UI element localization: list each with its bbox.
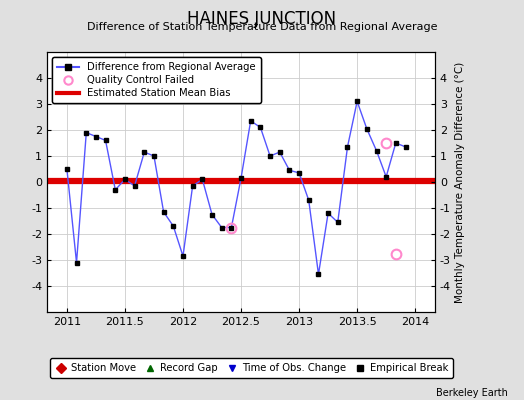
Difference from Regional Average [122, 177, 128, 182]
Difference from Regional Average [286, 168, 292, 173]
Difference from Regional Average [228, 225, 235, 230]
Difference from Regional Average [132, 184, 138, 188]
Line: Difference from Regional Average: Difference from Regional Average [65, 99, 408, 276]
Difference from Regional Average [141, 150, 147, 154]
Difference from Regional Average [209, 212, 215, 217]
Difference from Regional Average [335, 220, 341, 225]
Difference from Regional Average [64, 166, 70, 171]
Text: Berkeley Earth: Berkeley Earth [436, 388, 508, 398]
Legend: Station Move, Record Gap, Time of Obs. Change, Empirical Break: Station Move, Record Gap, Time of Obs. C… [50, 358, 453, 378]
Difference from Regional Average [364, 126, 370, 131]
Difference from Regional Average [354, 99, 361, 104]
Difference from Regional Average [247, 118, 254, 123]
Quality Control Failed [228, 225, 235, 230]
Line: Quality Control Failed: Quality Control Failed [226, 138, 401, 258]
Difference from Regional Average [160, 210, 167, 214]
Difference from Regional Average [296, 170, 302, 175]
Y-axis label: Monthly Temperature Anomaly Difference (°C): Monthly Temperature Anomaly Difference (… [455, 61, 465, 303]
Quality Control Failed [383, 141, 389, 146]
Difference from Regional Average [392, 141, 399, 146]
Legend: Difference from Regional Average, Quality Control Failed, Estimated Station Mean: Difference from Regional Average, Qualit… [52, 57, 261, 103]
Text: HAINES JUNCTION: HAINES JUNCTION [188, 10, 336, 28]
Difference from Regional Average [180, 254, 186, 258]
Difference from Regional Average [199, 177, 205, 182]
Difference from Regional Average [383, 174, 389, 179]
Difference from Regional Average [102, 138, 108, 143]
Difference from Regional Average [219, 225, 225, 230]
Difference from Regional Average [238, 176, 244, 180]
Difference from Regional Average [73, 260, 80, 265]
Difference from Regional Average [402, 144, 409, 149]
Difference from Regional Average [277, 150, 283, 154]
Quality Control Failed [392, 251, 399, 256]
Difference from Regional Average [112, 187, 118, 192]
Difference from Regional Average [315, 272, 322, 277]
Difference from Regional Average [83, 130, 90, 135]
Difference from Regional Average [190, 184, 196, 188]
Difference from Regional Average [344, 144, 351, 149]
Difference from Regional Average [93, 134, 99, 139]
Difference from Regional Average [267, 154, 273, 158]
Difference from Regional Average [325, 211, 331, 216]
Difference from Regional Average [305, 198, 312, 202]
Difference from Regional Average [257, 125, 264, 130]
Difference from Regional Average [170, 224, 177, 228]
Difference from Regional Average [151, 154, 157, 158]
Text: Difference of Station Temperature Data from Regional Average: Difference of Station Temperature Data f… [87, 22, 437, 32]
Difference from Regional Average [374, 148, 380, 153]
